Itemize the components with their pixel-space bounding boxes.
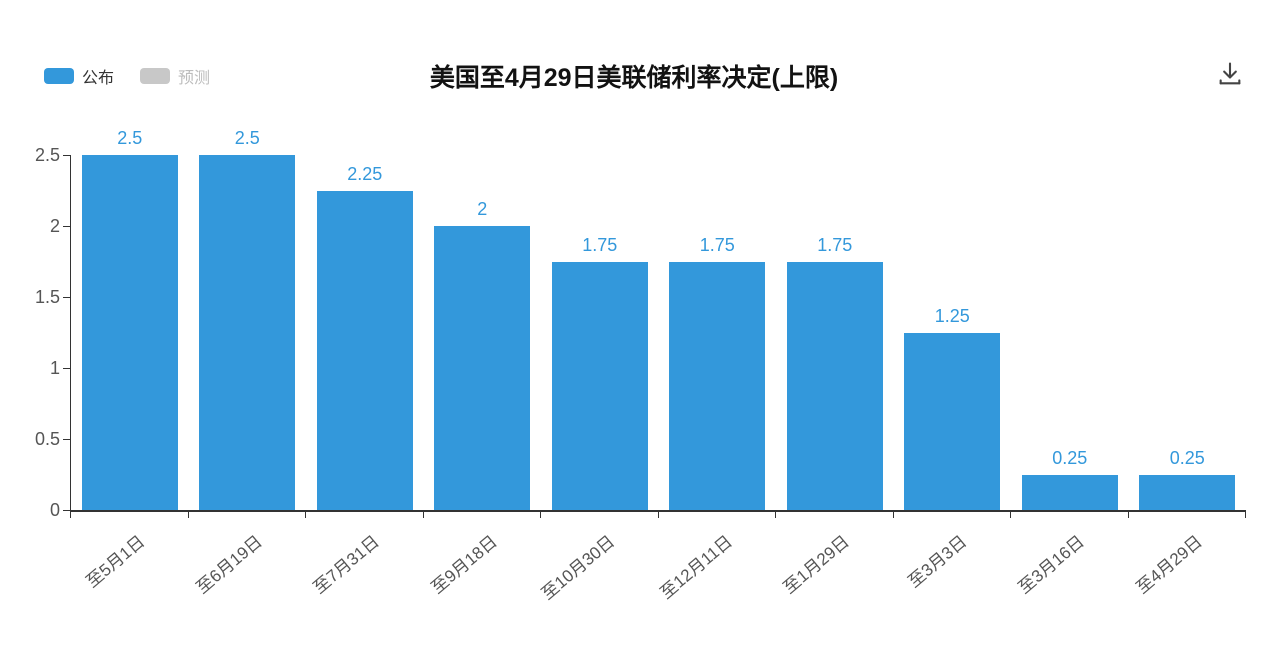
x-label-slot: 至6月19日 [188, 518, 306, 638]
x-label-slot: 至10月30日 [538, 518, 658, 638]
x-axis-label: 至10月30日 [537, 531, 619, 604]
bar[interactable] [904, 332, 1001, 510]
bar[interactable] [81, 155, 178, 510]
bar-value-label: 1.75 [699, 234, 735, 255]
x-axis-tick [305, 512, 306, 518]
legend: 公布 预测 [44, 64, 210, 88]
x-axis-label: 至4月29日 [1132, 531, 1206, 598]
bar-slot: 2.5 [71, 128, 189, 510]
y-axis-tick [63, 225, 70, 227]
x-axis-label: 至6月19日 [192, 531, 266, 598]
x-axis-tick [892, 512, 894, 518]
x-label-slot: 至1月29日 [775, 518, 893, 638]
y-axis-tick [63, 509, 70, 511]
legend-item-forecast[interactable]: 预测 [140, 64, 210, 88]
x-axis-tick [657, 512, 659, 518]
bar-value-label: 2.25 [347, 163, 383, 184]
bar[interactable] [1139, 474, 1236, 510]
x-axis-tick [1245, 512, 1246, 518]
bar-value-label: 0.25 [1052, 447, 1088, 468]
y-axis-tick [63, 367, 70, 369]
bar-slot: 2.25 [306, 155, 424, 510]
plot-area: 2.5 2.5 2.25 2 1.75 1.75 1.75 1.25 0.25 0.25 [70, 128, 1247, 512]
bar-slot: 2 [424, 155, 542, 510]
x-axis-tick [1127, 512, 1129, 518]
bar-slot: 1.75 [659, 155, 777, 510]
download-button[interactable] [1216, 60, 1244, 88]
legend-swatch-published-icon [44, 68, 74, 84]
bar[interactable] [786, 261, 883, 510]
x-label-slot: 至9月18日 [423, 518, 541, 638]
y-axis-label: 0.5 [34, 429, 60, 449]
legend-label-forecast: 预测 [178, 70, 211, 87]
bar[interactable] [434, 226, 531, 510]
bar[interactable] [669, 261, 766, 510]
bar-value-label: 2.5 [234, 128, 260, 148]
y-axis-label: 1.5 [34, 287, 60, 307]
bar-value-label: 0.25 [1169, 447, 1205, 468]
x-label-slot: 至7月31日 [305, 518, 423, 638]
bar[interactable] [316, 190, 413, 510]
x-label-slot: 至12月11日 [656, 518, 776, 638]
x-axis-label: 至7月31日 [310, 531, 384, 598]
bar-slot: 1.75 [776, 155, 894, 510]
x-axis-label: 至3月16日 [1015, 531, 1089, 598]
bar-value-label: 1.75 [582, 234, 618, 255]
x-axis-tick [540, 512, 541, 518]
x-axis-tick [1010, 512, 1011, 518]
download-icon [1219, 62, 1241, 85]
x-axis-label: 至9月18日 [427, 531, 501, 598]
x-label-slot: 至3月3日 [893, 518, 1011, 638]
x-axis-label: 至1月29日 [780, 531, 854, 598]
bar-value-label: 1.25 [934, 305, 970, 326]
bar-slot: 0.25 [1011, 155, 1129, 510]
bar-slot: 1.75 [541, 155, 659, 510]
y-axis-label: 1 [49, 358, 60, 378]
bar-series: 2.5 2.5 2.25 2 1.75 1.75 1.75 1.25 0.25 0.25 [71, 128, 1247, 510]
x-label-slot: 至4月29日 [1128, 518, 1246, 638]
bar-value-label: 2 [477, 199, 488, 219]
legend-swatch-forecast-icon [140, 68, 171, 84]
y-axis-tick [63, 296, 70, 298]
x-label-slot: 至5月1日 [70, 518, 188, 638]
bar[interactable] [199, 155, 296, 510]
bar-value-label: 1.75 [817, 234, 853, 255]
x-axis-tick [775, 512, 776, 518]
y-axis-tick [63, 154, 70, 156]
y-axis-label: 2 [49, 216, 60, 236]
y-axis-label: 2.5 [34, 145, 60, 165]
x-axis-tick [187, 512, 189, 518]
legend-item-published[interactable]: 公布 [44, 64, 114, 88]
bar[interactable] [1021, 474, 1118, 510]
bar-slot: 1.25 [894, 155, 1012, 510]
bar-value-label: 2.5 [117, 128, 143, 148]
x-axis-tick [70, 512, 71, 518]
x-axis-labels: 至5月1日 至6月19日 至7月31日 至9月18日 至10月30日 至12月11日 至1月… [70, 518, 1245, 638]
y-axis-tick [63, 438, 70, 440]
bar-slot: 0.25 [1129, 155, 1247, 510]
y-axis-label: 0 [49, 500, 60, 520]
x-axis-label: 至12月11日 [656, 531, 736, 603]
bar[interactable] [551, 261, 648, 510]
x-axis-label: 至5月1日 [82, 531, 149, 592]
x-axis-label: 至3月3日 [904, 531, 971, 592]
bar-slot: 2.5 [189, 128, 307, 510]
x-axis-tick [422, 512, 424, 518]
legend-label-published: 公布 [82, 70, 115, 87]
x-label-slot: 至3月16日 [1010, 518, 1128, 638]
chart-title: 美国至4月29日美联储利率决定(上限) [429, 64, 839, 92]
